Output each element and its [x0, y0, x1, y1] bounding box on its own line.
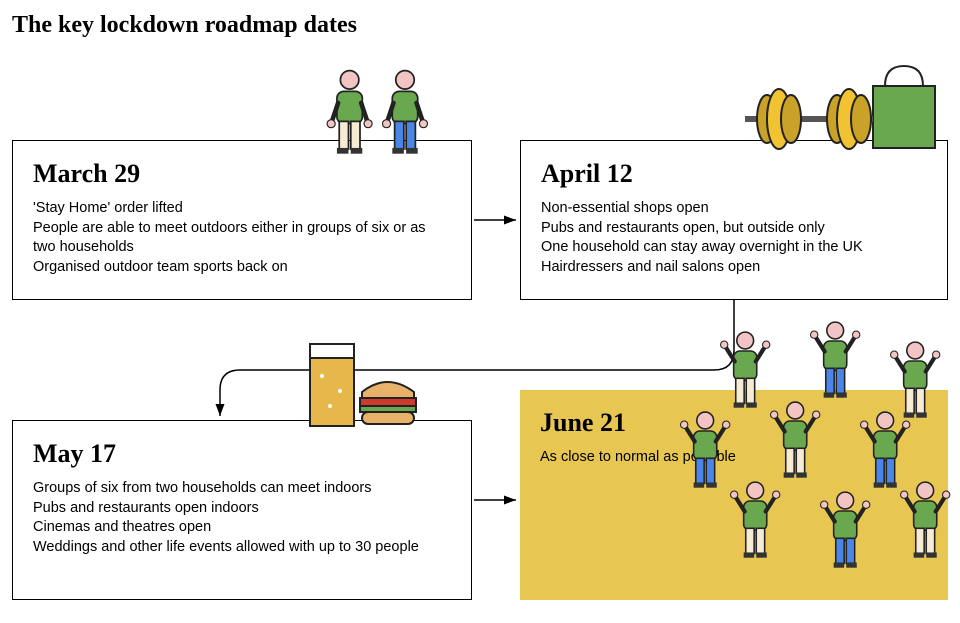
stage-may-bullets: Groups of six from two households can me…: [33, 479, 451, 557]
stage-march: March 29 'Stay Home' order liftedPeople …: [12, 140, 472, 300]
bullet: Pubs and restaurants open indoors: [33, 499, 451, 519]
stage-march-date: March 29: [33, 159, 451, 189]
weights-bag-icon: [745, 58, 945, 153]
bullet: Pubs and restaurants open, but outside o…: [541, 219, 927, 239]
stage-march-bullets: 'Stay Home' order liftedPeople are able …: [33, 199, 451, 277]
bullet: Hairdressers and nail salons open: [541, 258, 927, 278]
bullet: 'Stay Home' order lifted: [33, 199, 451, 219]
crowd-icon: [660, 320, 960, 600]
stage-april-bullets: Non-essential shops openPubs and restaur…: [541, 199, 927, 277]
stage-may: May 17 Groups of six from two households…: [12, 420, 472, 600]
bullet: Non-essential shops open: [541, 199, 927, 219]
stage-april-date: April 12: [541, 159, 927, 189]
bullet: Organised outdoor team sports back on: [33, 258, 451, 278]
stage-april: April 12 Non-essential shops openPubs an…: [520, 140, 948, 300]
bullet: Cinemas and theatres open: [33, 518, 451, 538]
stage-may-date: May 17: [33, 439, 451, 469]
beer-burger-icon: [292, 336, 432, 436]
bullet: One household can stay away overnight in…: [541, 238, 927, 258]
bullet: People are able to meet outdoors either …: [33, 219, 451, 258]
bullet: Groups of six from two households can me…: [33, 479, 451, 499]
page-title: The key lockdown roadmap dates: [12, 12, 357, 39]
two-people-icon: [310, 66, 440, 156]
bullet: Weddings and other life events allowed w…: [33, 538, 451, 558]
